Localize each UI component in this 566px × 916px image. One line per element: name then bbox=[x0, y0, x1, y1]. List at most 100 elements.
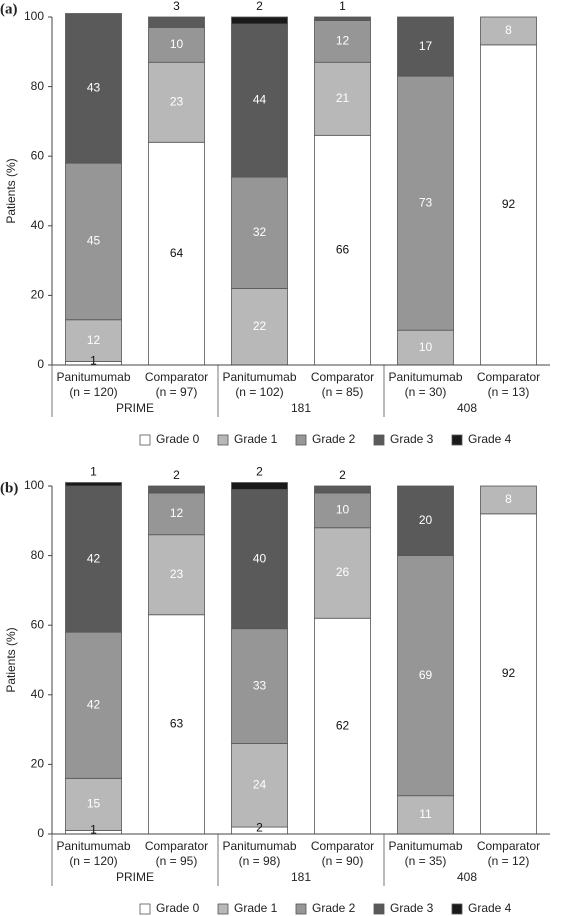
value-label: 62 bbox=[336, 718, 350, 732]
value-label: 33 bbox=[253, 678, 267, 692]
group-label: 408 bbox=[457, 870, 477, 884]
bar-segment bbox=[65, 485, 122, 633]
value-label: 32 bbox=[253, 225, 267, 239]
n-label: (n = 95) bbox=[156, 854, 198, 868]
bar-segment bbox=[148, 485, 205, 494]
panel-label: (a) bbox=[0, 1, 18, 17]
legend-label: Grade 4 bbox=[468, 901, 512, 915]
group-label: PRIME bbox=[116, 401, 154, 415]
value-label: 69 bbox=[419, 668, 433, 682]
n-label: (n = 30) bbox=[405, 385, 447, 399]
legend-swatch bbox=[373, 903, 385, 915]
value-label: 92 bbox=[502, 197, 516, 211]
bar-segment bbox=[148, 534, 205, 616]
legend-label: Grade 3 bbox=[390, 432, 434, 446]
value-label: 73 bbox=[419, 195, 433, 209]
bar-segment bbox=[65, 13, 122, 164]
legend-swatch bbox=[451, 434, 463, 446]
legend-label: Grade 2 bbox=[312, 432, 356, 446]
group-label: 181 bbox=[291, 870, 311, 884]
bar-segment bbox=[65, 319, 122, 362]
value-label: 12 bbox=[336, 34, 350, 48]
value-label: 1 bbox=[90, 353, 97, 367]
legend-label: Grade 2 bbox=[312, 901, 356, 915]
x-tick-label: Panitumumab bbox=[222, 839, 296, 853]
bar-segment bbox=[397, 485, 454, 556]
x-tick-label: Panitumumab bbox=[56, 839, 130, 853]
bar-segment bbox=[314, 485, 371, 494]
value-label: 12 bbox=[87, 333, 101, 347]
bar-segment bbox=[314, 134, 371, 366]
y-tick-label: 100 bbox=[24, 9, 44, 23]
value-label: 15 bbox=[87, 797, 101, 811]
value-label: 3 bbox=[173, 0, 180, 13]
n-label: (n = 35) bbox=[405, 854, 447, 868]
value-label: 10 bbox=[336, 503, 350, 517]
legend-swatch bbox=[295, 434, 307, 446]
bar-segment bbox=[65, 162, 122, 321]
bar-segment bbox=[314, 617, 371, 835]
bar-segment bbox=[231, 489, 288, 630]
n-label: (n = 120) bbox=[69, 385, 117, 399]
value-label: 40 bbox=[253, 551, 267, 565]
bar-segment bbox=[314, 61, 371, 136]
bar-segment bbox=[65, 631, 122, 779]
y-tick-label: 40 bbox=[31, 218, 45, 232]
value-label: 22 bbox=[253, 319, 267, 333]
y-tick-label: 80 bbox=[31, 548, 45, 562]
legend-swatch bbox=[217, 434, 229, 446]
value-label: 92 bbox=[502, 666, 516, 680]
x-tick-label: Panitumumab bbox=[222, 370, 296, 384]
n-label: (n = 98) bbox=[239, 854, 281, 868]
value-label: 2 bbox=[256, 465, 263, 479]
y-tick-label: 100 bbox=[24, 478, 44, 492]
x-tick-label: Comparator bbox=[311, 370, 374, 384]
x-tick-label: Comparator bbox=[145, 370, 208, 384]
x-tick-label: Panitumumab bbox=[388, 839, 462, 853]
value-label: 42 bbox=[87, 697, 101, 711]
y-tick-label: 20 bbox=[31, 288, 45, 302]
group-label: 408 bbox=[457, 401, 477, 415]
n-label: (n = 85) bbox=[322, 385, 364, 399]
x-tick-label: Panitumumab bbox=[56, 370, 130, 384]
value-label: 1 bbox=[90, 465, 97, 479]
n-label: (n = 12) bbox=[488, 854, 530, 868]
bar-segment bbox=[231, 628, 288, 744]
legend-swatch bbox=[295, 903, 307, 915]
legend-swatch bbox=[373, 434, 385, 446]
x-tick-label: Panitumumab bbox=[388, 370, 462, 384]
y-tick-label: 60 bbox=[31, 148, 45, 162]
value-label: 42 bbox=[87, 551, 101, 565]
group-label: 181 bbox=[291, 401, 311, 415]
bar-segment bbox=[231, 482, 288, 490]
n-label: (n = 13) bbox=[488, 385, 530, 399]
bar-segment bbox=[397, 16, 454, 77]
y-tick-label: 80 bbox=[31, 79, 45, 93]
y-tick-label: 20 bbox=[31, 757, 45, 771]
value-label: 12 bbox=[170, 506, 184, 520]
bar-segment bbox=[148, 16, 205, 28]
legend-label: Grade 1 bbox=[234, 901, 278, 915]
value-label: 8 bbox=[505, 492, 512, 506]
value-label: 43 bbox=[87, 81, 101, 95]
n-label: (n = 90) bbox=[322, 854, 364, 868]
legend-label: Grade 3 bbox=[390, 901, 434, 915]
value-label: 17 bbox=[419, 39, 433, 53]
panel-label: (b) bbox=[0, 480, 18, 496]
value-label: 21 bbox=[336, 91, 350, 105]
value-label: 63 bbox=[170, 717, 184, 731]
value-label: 23 bbox=[170, 94, 184, 108]
legend-label: Grade 4 bbox=[468, 432, 512, 446]
group-label: PRIME bbox=[116, 870, 154, 884]
bar-segment bbox=[148, 141, 205, 366]
value-label: 64 bbox=[170, 246, 184, 260]
bar-segment bbox=[65, 482, 122, 487]
y-tick-label: 40 bbox=[31, 687, 45, 701]
value-label: 2 bbox=[256, 0, 263, 13]
x-tick-label: Comparator bbox=[477, 370, 540, 384]
bar-segment bbox=[480, 485, 537, 515]
x-tick-label: Comparator bbox=[477, 839, 540, 853]
bar-segment bbox=[231, 743, 288, 828]
value-label: 1 bbox=[339, 0, 346, 13]
